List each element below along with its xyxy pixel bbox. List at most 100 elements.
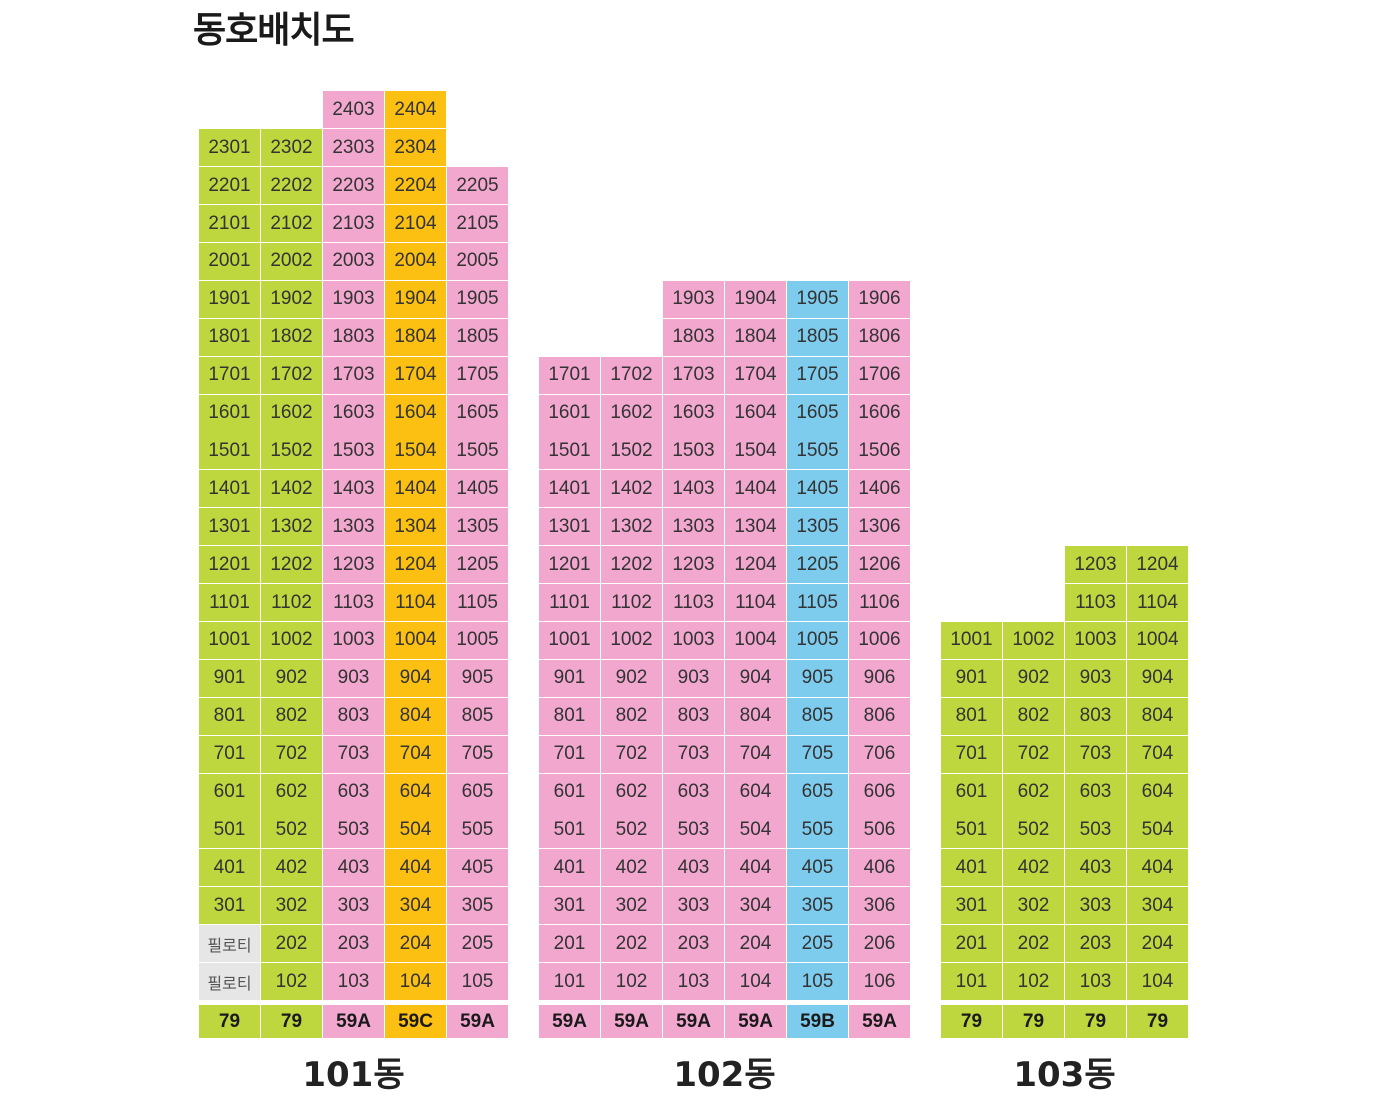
unit-cell: 1703 [323, 356, 384, 394]
unit-cell: 1605 [447, 394, 508, 432]
unit-cell: 704 [1127, 735, 1188, 773]
unit-cell: 403 [663, 849, 724, 887]
unit-cell: 1003 [663, 621, 724, 659]
unit-cell: 905 [787, 659, 848, 697]
unit-cell: 1805 [447, 318, 508, 356]
unit-cell: 701 [941, 735, 1002, 773]
unit-cell: 904 [725, 659, 786, 697]
unit-cell: 202 [1003, 925, 1064, 963]
unit-cell: 1806 [849, 318, 910, 356]
unit-cell: 1905 [447, 280, 508, 318]
unit-cell: 703 [1065, 735, 1126, 773]
unit-cell: 1403 [663, 470, 724, 508]
unit-cell: 301 [941, 887, 1002, 925]
unit-cell: 801 [199, 697, 260, 735]
unit-cell: 105 [787, 963, 848, 1000]
unit-cell: 1204 [1127, 546, 1188, 584]
unit-cell: 204 [1127, 925, 1188, 963]
unit-cell: 702 [1003, 735, 1064, 773]
unit-cell: 1906 [849, 280, 910, 318]
unit-cell: 1501 [539, 432, 600, 470]
unit-cell: 1505 [447, 432, 508, 470]
unit-cell: 1305 [787, 508, 848, 546]
unit-cell: 404 [1127, 849, 1188, 887]
unit-cell: 705 [787, 735, 848, 773]
unit-cell: 603 [323, 773, 384, 811]
unit-cell: 601 [539, 773, 600, 811]
unit-cell: 106 [849, 963, 910, 1000]
unit-cell: 1206 [849, 546, 910, 584]
unit-cell: 1101 [539, 584, 600, 621]
unit-cell: 1504 [725, 432, 786, 470]
unit-cell: 806 [849, 697, 910, 735]
unit-cell: 2101 [199, 205, 260, 242]
unit-cell: 502 [1003, 811, 1064, 849]
unit-cell: 404 [385, 849, 446, 887]
unit-cell: 703 [323, 735, 384, 773]
unit-cell: 1404 [725, 470, 786, 508]
unit-cell: 503 [663, 811, 724, 849]
unit-cell: 705 [447, 735, 508, 773]
unit-cell: 1103 [323, 584, 384, 621]
unit-cell: 202 [601, 925, 662, 963]
unit-cell: 504 [725, 811, 786, 849]
building-name: 102동 [673, 1055, 776, 1095]
unit-cell: 503 [1065, 811, 1126, 849]
unit-cell: 1702 [601, 356, 662, 394]
unit-cell: 301 [199, 887, 260, 925]
unit-cell: 901 [539, 659, 600, 697]
unit-cell: 1002 [601, 621, 662, 659]
unit-cell: 1203 [1065, 546, 1126, 584]
unit-cell: 501 [199, 811, 260, 849]
unit-cell: 603 [663, 773, 724, 811]
unit-cell: 1205 [447, 546, 508, 584]
unit-cell: 1004 [725, 621, 786, 659]
unit-cell: 1001 [539, 621, 600, 659]
unit-cell: 605 [447, 773, 508, 811]
unit-cell: 402 [1003, 849, 1064, 887]
unit-cell: 401 [539, 849, 600, 887]
unit-type-label: 79 [1127, 1005, 1188, 1038]
unit-cell: 902 [1003, 659, 1064, 697]
unit-cell: 506 [849, 811, 910, 849]
unit-cell: 204 [725, 925, 786, 963]
unit-cell: 2301 [199, 129, 260, 167]
unit-cell: 1805 [787, 318, 848, 356]
unit-cell: 1506 [849, 432, 910, 470]
unit-cell: 401 [199, 849, 260, 887]
unit-cell: 1905 [787, 280, 848, 318]
unit-cell: 1502 [601, 432, 662, 470]
unit-cell: 903 [663, 659, 724, 697]
unit-cell: 1702 [261, 356, 322, 394]
unit-cell: 404 [725, 849, 786, 887]
unit-cell: 305 [447, 887, 508, 925]
unit-cell: 802 [601, 697, 662, 735]
unit-cell: 1405 [787, 470, 848, 508]
unit-cell: 303 [323, 887, 384, 925]
unit-cell: 103 [663, 963, 724, 1000]
unit-cell: 1306 [849, 508, 910, 546]
unit-cell: 405 [787, 849, 848, 887]
unit-cell: 1904 [385, 280, 446, 318]
unit-cell: 1203 [323, 546, 384, 584]
unit-cell: 1804 [385, 318, 446, 356]
unit-cell: 601 [199, 773, 260, 811]
unit-cell: 604 [725, 773, 786, 811]
unit-cell: 304 [725, 887, 786, 925]
unit-cell: 804 [385, 697, 446, 735]
unit-cell: 804 [1127, 697, 1188, 735]
unit-cell: 903 [323, 659, 384, 697]
unit-cell: 303 [663, 887, 724, 925]
unit-type-label: 59A [663, 1005, 724, 1038]
unit-cell: 1203 [663, 546, 724, 584]
unit-cell: 702 [261, 735, 322, 773]
unit-cell: 2202 [261, 167, 322, 205]
unit-cell: 704 [385, 735, 446, 773]
unit-cell: 2201 [199, 167, 260, 205]
unit-cell: 402 [601, 849, 662, 887]
unit-cell: 102 [1003, 963, 1064, 1000]
unit-cell: 1004 [385, 621, 446, 659]
unit-cell: 1201 [199, 546, 260, 584]
unit-cell: 1305 [447, 508, 508, 546]
unit-cell: 1604 [385, 394, 446, 432]
